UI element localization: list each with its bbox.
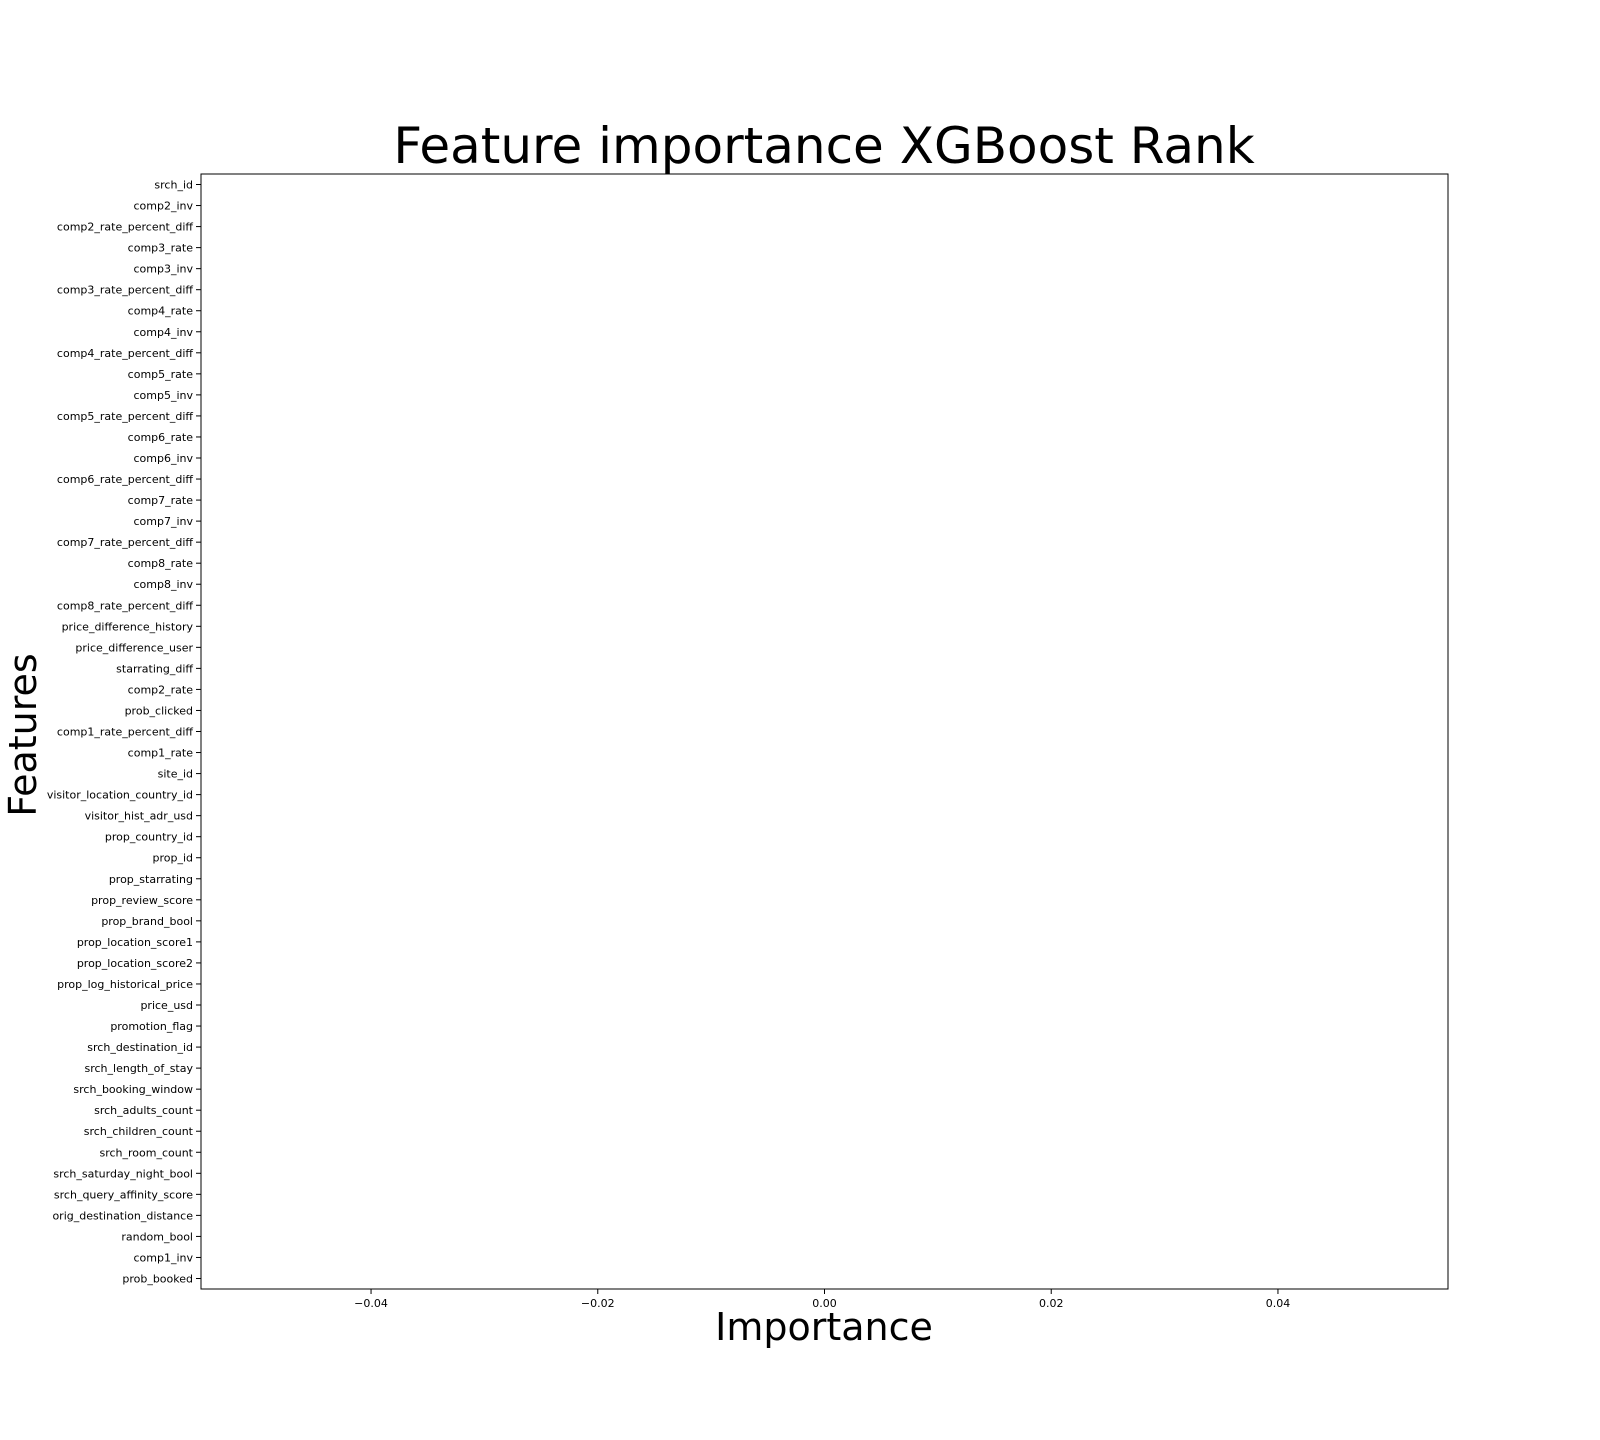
y-tick-label: starrating_diff (116, 662, 193, 675)
y-tick-label: srch_saturday_night_bool (53, 1167, 193, 1180)
y-tick-label: price_difference_user (75, 641, 193, 654)
x-axis: −0.04 −0.02 0.00 0.02 0.04 (354, 1289, 1290, 1310)
y-tick-label: comp2_rate_percent_diff (57, 221, 193, 234)
y-tick-label: prop_id (152, 852, 193, 865)
y-tick-label: comp2_inv (133, 200, 193, 213)
y-tick-label: srch_length_of_stay (85, 1062, 194, 1075)
y-tick-label: price_difference_history (62, 620, 194, 633)
y-tick-label: comp3_rate_percent_diff (57, 284, 193, 297)
x-tick-label: 0.00 (812, 1297, 837, 1310)
y-tick-label: prop_brand_bool (101, 915, 193, 928)
y-tick-label: visitor_location_country_id (47, 789, 193, 802)
y-tick-label: srch_children_count (84, 1125, 194, 1138)
y-tick-label: prob_clicked (125, 704, 193, 717)
y-tick-label: comp6_rate (128, 431, 194, 444)
y-tick-label: srch_room_count (99, 1146, 193, 1159)
chart-title: Feature importance XGBoost Rank (393, 117, 1254, 175)
y-axis: srch_id comp2_inv comp2_rate_percent_diffc… (47, 179, 201, 1286)
y-tick-label: srch_query_affinity_score (54, 1188, 193, 1201)
y-tick-label: prop_starrating (109, 873, 193, 886)
y-tick-label: comp6_inv (133, 452, 193, 465)
y-tick-label: comp7_rate_percent_diff (57, 536, 193, 549)
y-tick-label: comp7_inv (133, 515, 193, 528)
y-tick-label: random_bool (121, 1230, 193, 1243)
y-tick-label: promotion_flag (110, 1020, 193, 1033)
x-axis-label: Importance (715, 1305, 933, 1349)
y-tick-label: comp6_rate_percent_diff (57, 473, 193, 486)
y-tick-label: srch_id (154, 179, 193, 192)
y-tick-label: comp1_inv (133, 1251, 193, 1264)
y-tick-label: comp4_rate (128, 305, 194, 318)
y-tick-label: prop_review_score (91, 894, 193, 907)
y-tick-label: comp8_rate (128, 557, 194, 570)
y-tick-label: prop_location_score1 (77, 936, 193, 949)
y-tick-label: price_usd (140, 999, 193, 1012)
y-tick-label: site_id (158, 768, 193, 781)
y-axis-label: Features (1, 653, 45, 816)
y-tick-label: comp8_inv (133, 578, 193, 591)
y-tick-label: prob_booked (122, 1273, 193, 1286)
y-tick-label: comp5_rate (128, 368, 194, 381)
x-tick-label: −0.02 (581, 1297, 615, 1310)
y-tick-label: orig_destination_distance (52, 1209, 193, 1222)
x-tick-label: 0.04 (1266, 1297, 1291, 1310)
y-tick-label: comp1_rate (128, 747, 194, 760)
y-tick-label: visitor_hist_adr_usd (85, 810, 193, 823)
y-tick-label: comp5_inv (133, 389, 193, 402)
x-tick-label: 0.02 (1039, 1297, 1064, 1310)
y-tick-label: comp3_inv (133, 263, 193, 276)
y-tick-label: srch_adults_count (94, 1104, 194, 1117)
y-tick-label: comp2_rate (128, 683, 194, 696)
y-tick-label: comp1_rate_percent_diff (57, 726, 193, 739)
y-tick-label: srch_destination_id (87, 1041, 193, 1054)
y-tick-label: comp3_rate (128, 242, 194, 255)
y-tick-label: comp5_rate_percent_diff (57, 410, 193, 423)
y-tick-label: prop_log_historical_price (57, 978, 193, 991)
y-tick-label: prop_country_id (105, 831, 193, 844)
y-tick-label: srch_booking_window (73, 1083, 193, 1096)
y-tick-label: comp4_rate_percent_diff (57, 347, 193, 360)
y-tick-label: prop_location_score2 (77, 957, 193, 970)
y-tick-label: comp7_rate (128, 494, 194, 507)
x-tick-label: −0.04 (354, 1297, 388, 1310)
y-tick-label: comp4_inv (133, 326, 193, 339)
y-tick-label: comp8_rate_percent_diff (57, 599, 193, 612)
